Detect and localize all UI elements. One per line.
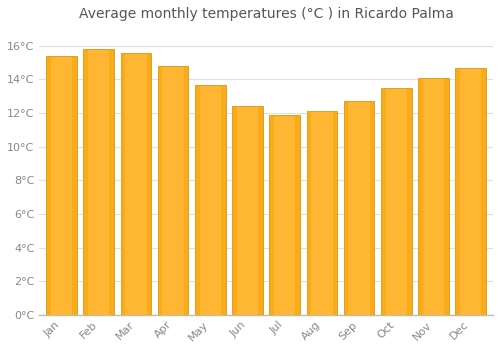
Bar	[418, 78, 423, 315]
Bar	[270, 115, 300, 315]
Bar	[84, 49, 88, 315]
Bar	[456, 68, 486, 315]
Bar	[46, 56, 51, 315]
Bar	[232, 106, 263, 315]
Bar	[306, 111, 337, 315]
Bar	[381, 88, 386, 315]
Bar	[146, 52, 151, 315]
Bar	[370, 101, 374, 315]
Bar	[221, 84, 226, 315]
Bar	[418, 78, 449, 315]
Bar	[195, 84, 200, 315]
Bar	[344, 101, 374, 315]
Bar	[158, 66, 162, 315]
Bar	[344, 101, 348, 315]
Bar	[110, 49, 114, 315]
Bar	[72, 56, 77, 315]
Bar	[46, 56, 77, 315]
Bar	[258, 106, 263, 315]
Bar	[232, 106, 237, 315]
Bar	[195, 84, 226, 315]
Bar	[296, 115, 300, 315]
Bar	[456, 68, 460, 315]
Bar	[407, 88, 412, 315]
Bar	[84, 49, 114, 315]
Bar	[482, 68, 486, 315]
Bar	[444, 78, 449, 315]
Bar	[332, 111, 337, 315]
Bar	[120, 52, 125, 315]
Bar	[184, 66, 188, 315]
Bar	[120, 52, 151, 315]
Bar	[158, 66, 188, 315]
Bar	[381, 88, 412, 315]
Title: Average monthly temperatures (°C ) in Ricardo Palma: Average monthly temperatures (°C ) in Ri…	[78, 7, 454, 21]
Bar	[270, 115, 274, 315]
Bar	[306, 111, 311, 315]
